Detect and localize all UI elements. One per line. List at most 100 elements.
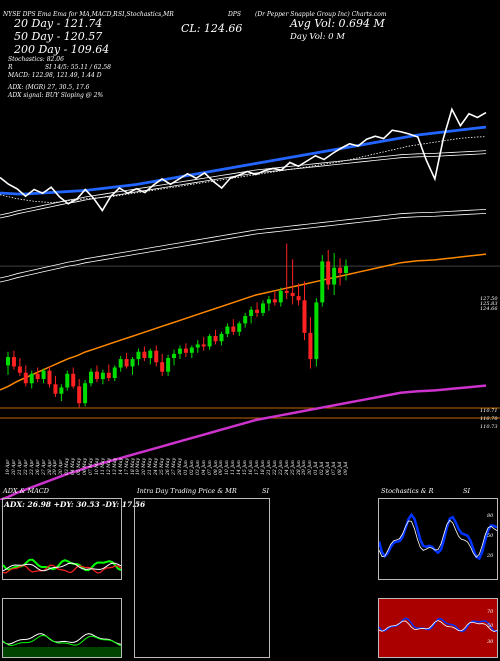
date-label: 26 May [166, 458, 172, 475]
candle-body [177, 348, 182, 354]
candle-body [130, 359, 135, 367]
candle-body [326, 261, 331, 285]
ticker-line: NYSE DPS Ema Ema for MA,MACD,R [3, 11, 118, 18]
date-label: 07 Jun [207, 460, 213, 475]
candle-body [142, 351, 147, 359]
candle-body [284, 290, 289, 293]
company-name: (Dr Pepper Snapple Group Inc) Charts.com [255, 11, 387, 18]
candle-body [112, 367, 117, 378]
date-label: 30 Apr [59, 459, 65, 475]
date-label: 28 Jun [296, 460, 302, 475]
candle-body [77, 386, 82, 404]
date-label: 19 Apr [6, 459, 11, 475]
candle-body [154, 350, 159, 363]
price-label: 124.66 [480, 306, 498, 312]
candle-body [272, 299, 277, 303]
candle-body [41, 370, 46, 380]
date-label: 09 Jul [344, 461, 349, 475]
si-value: SI 14/5: 55.11 / 62.58 [45, 64, 111, 71]
date-label: 21 Apr [17, 459, 23, 475]
stoch-d-line [378, 519, 498, 558]
si-signal-line [378, 620, 498, 633]
stoch-tick: 20 [486, 553, 494, 559]
candle-body [47, 370, 52, 385]
date-label: 18 Jun [260, 460, 266, 475]
candle-body [237, 323, 242, 332]
si-tick: 30 [487, 639, 494, 645]
stoch-panel-title: Stochastics & R [381, 487, 434, 495]
stochastics-panel: 80 50 20 [377, 498, 498, 580]
si-tick: 50 [487, 623, 494, 629]
date-label: 13 May [112, 458, 118, 475]
intraday-panel [134, 498, 270, 658]
macd-panel [2, 598, 122, 658]
adx-signal: ADX signal: BUY Sloping @ 2% [8, 92, 104, 99]
candle-body [11, 357, 16, 367]
date-label: 25 Jun [290, 460, 296, 475]
close-label: CL: 124.66 [181, 22, 243, 35]
candle-body [213, 336, 218, 342]
candle-body [65, 373, 70, 388]
candle-body [89, 371, 94, 384]
date-label: 04 May [71, 458, 77, 475]
ema-line-upper [0, 153, 487, 219]
date-label: 14 May [118, 458, 124, 475]
date-label: 23 Jun [278, 460, 284, 475]
candle-body [332, 267, 337, 285]
candle-body [166, 358, 171, 372]
price-label: 110.71 [480, 408, 498, 414]
date-label: 20 Apr [11, 459, 17, 475]
stoch-k-line [377, 512, 498, 561]
date-label: 01 Jul [314, 461, 320, 475]
candle-body [106, 372, 111, 378]
date-label: 01 Jun [183, 460, 189, 475]
r-label: R [8, 64, 13, 71]
date-label: 21 May [148, 458, 154, 475]
date-label: 10 May [94, 458, 100, 475]
stoch-title: SI,Stochastics,MR [118, 11, 174, 18]
candle-body [260, 303, 265, 313]
date-label: 17 May [124, 458, 130, 475]
date-label: 20 May [142, 458, 148, 475]
channel-line [0, 384, 487, 500]
stochastics-lines: 80 50 20 [377, 512, 498, 561]
candle-body [148, 350, 153, 359]
date-label: 22 Apr [23, 459, 29, 475]
date-label: 25 May [160, 458, 166, 475]
candle-body [35, 373, 40, 380]
adx-lines [2, 558, 122, 574]
date-label: 09 Jun [219, 460, 225, 475]
adx-line: ADX: (MGR) 27, 30.5, 17.6 [8, 84, 90, 91]
candle-body [6, 357, 10, 366]
candle-body [23, 372, 28, 384]
candle-body [231, 326, 236, 332]
date-label: 15 Jun [243, 460, 249, 475]
si-title-1: SI [262, 487, 270, 495]
ma20-label: 20 Day - 121.74 [14, 17, 103, 30]
candle-body [160, 362, 165, 372]
price-chart [0, 107, 500, 500]
ema-line-lower [0, 212, 487, 283]
date-label: 02 Jun [189, 460, 195, 475]
price-label: 127.50 [480, 296, 498, 302]
date-label: 19 May [136, 458, 142, 475]
ema-line-lower [0, 208, 487, 279]
date-label: 28 Apr [47, 459, 53, 475]
date-label: 04 Jun [201, 460, 207, 475]
si-title-2: SI [463, 487, 471, 495]
date-label: 29 Apr [53, 459, 59, 475]
date-label: 05 May [77, 458, 83, 475]
candle-body [17, 366, 22, 373]
date-label: 03 Jun [195, 460, 201, 475]
date-label: 26 Apr [35, 459, 41, 475]
candle-body [124, 359, 129, 367]
candle-body [29, 373, 34, 384]
date-label: 27 Apr [41, 459, 47, 475]
date-label: 17 Jun [255, 460, 261, 475]
candle-body [308, 332, 313, 360]
candle-body [195, 344, 200, 348]
macd-value: MACD: 122.98, 121.49, 1.44 D [8, 72, 102, 79]
date-label: 11 Jun [231, 460, 237, 475]
close-line [0, 107, 487, 212]
candle-body [100, 372, 105, 380]
